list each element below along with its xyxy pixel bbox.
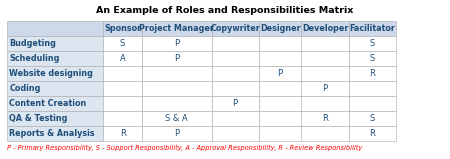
Bar	[259, 96, 302, 111]
Bar	[259, 36, 302, 51]
Bar	[104, 81, 142, 96]
Text: P: P	[323, 84, 328, 93]
Bar	[7, 126, 104, 141]
Text: Reports & Analysis: Reports & Analysis	[9, 129, 95, 138]
Bar	[212, 21, 259, 36]
Bar	[349, 126, 396, 141]
Bar	[104, 126, 142, 141]
Bar	[212, 81, 259, 96]
Bar	[349, 96, 396, 111]
Bar	[302, 96, 349, 111]
Bar	[142, 51, 212, 66]
Bar	[259, 126, 302, 141]
Bar	[212, 96, 259, 111]
Text: QA & Testing: QA & Testing	[9, 114, 68, 123]
Text: Project Manager: Project Manager	[139, 24, 214, 33]
Bar	[349, 81, 396, 96]
Text: Developer: Developer	[302, 24, 348, 33]
Bar	[142, 21, 212, 36]
Text: Copywriter: Copywriter	[210, 24, 260, 33]
Bar	[259, 111, 302, 126]
Text: P: P	[278, 69, 283, 78]
Text: Website designing: Website designing	[9, 69, 93, 78]
Text: Designer: Designer	[260, 24, 301, 33]
Bar	[7, 81, 104, 96]
Bar	[259, 21, 302, 36]
Bar	[142, 126, 212, 141]
Text: R: R	[369, 69, 375, 78]
Bar	[142, 36, 212, 51]
Bar	[7, 66, 104, 81]
Text: Budgeting: Budgeting	[9, 39, 56, 48]
Text: A: A	[120, 54, 126, 63]
Bar	[7, 51, 104, 66]
Text: P: P	[174, 39, 179, 48]
Bar	[259, 81, 302, 96]
Text: S: S	[120, 39, 125, 48]
Bar	[104, 96, 142, 111]
Bar	[302, 36, 349, 51]
Bar	[212, 126, 259, 141]
Text: P - Primary Responsibility, S - Support Responsibility, A - Approval Responsibil: P - Primary Responsibility, S - Support …	[7, 145, 362, 151]
Bar	[259, 66, 302, 81]
Bar	[259, 51, 302, 66]
Text: R: R	[322, 114, 328, 123]
Bar	[302, 51, 349, 66]
Bar	[349, 51, 396, 66]
Bar	[302, 21, 349, 36]
Text: P: P	[174, 54, 179, 63]
Bar	[142, 81, 212, 96]
Bar	[212, 66, 259, 81]
Text: Facilitator: Facilitator	[350, 24, 395, 33]
Text: S: S	[370, 54, 375, 63]
Bar	[104, 111, 142, 126]
Bar	[142, 96, 212, 111]
Bar	[7, 21, 104, 36]
Text: An Example of Roles and Responsibilities Matrix: An Example of Roles and Responsibilities…	[96, 6, 354, 15]
Bar	[302, 126, 349, 141]
Text: R: R	[120, 129, 126, 138]
Bar	[104, 51, 142, 66]
Bar	[104, 21, 142, 36]
Bar	[349, 36, 396, 51]
Bar	[142, 111, 212, 126]
Bar	[302, 66, 349, 81]
Text: Content Creation: Content Creation	[9, 99, 87, 108]
Text: S & A: S & A	[165, 114, 188, 123]
Bar	[212, 36, 259, 51]
Text: S: S	[370, 114, 375, 123]
Text: Scheduling: Scheduling	[9, 54, 60, 63]
Text: P: P	[174, 129, 179, 138]
Bar	[7, 36, 104, 51]
Bar	[7, 111, 104, 126]
Text: Coding: Coding	[9, 84, 41, 93]
Bar	[212, 51, 259, 66]
Text: S: S	[370, 39, 375, 48]
Bar	[349, 111, 396, 126]
Text: P: P	[233, 99, 238, 108]
Bar	[349, 66, 396, 81]
Bar	[302, 81, 349, 96]
Bar	[142, 66, 212, 81]
Bar	[104, 36, 142, 51]
Bar	[302, 111, 349, 126]
Bar	[7, 96, 104, 111]
Bar	[349, 21, 396, 36]
Bar	[212, 111, 259, 126]
Text: Sponsor: Sponsor	[104, 24, 141, 33]
Text: R: R	[369, 129, 375, 138]
Bar	[104, 66, 142, 81]
